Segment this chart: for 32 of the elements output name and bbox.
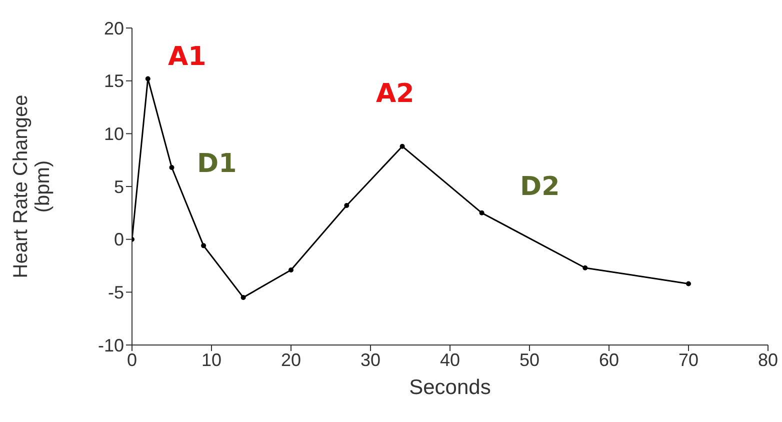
x-tick-label: 30 xyxy=(360,350,381,370)
point xyxy=(479,210,484,216)
y-tick-label: 20 xyxy=(104,18,124,38)
x-tick-label: 80 xyxy=(758,350,778,370)
annotation: D2 xyxy=(520,172,560,202)
y-tick-label: -10 xyxy=(98,335,124,356)
annotation: A2 xyxy=(376,79,414,109)
point xyxy=(582,265,588,270)
y-tick-label: 0 xyxy=(114,230,124,250)
point xyxy=(201,243,206,248)
x-tick-label: 50 xyxy=(519,350,540,370)
x-axis-title: Seconds xyxy=(409,376,491,399)
point xyxy=(686,281,691,286)
x-tick-label: 0 xyxy=(126,350,138,370)
point xyxy=(145,76,150,82)
y-tick-label: 15 xyxy=(104,71,124,92)
y-tick-label: -5 xyxy=(108,282,124,303)
annotation: D1 xyxy=(197,149,237,179)
x-tick-label: 20 xyxy=(280,350,302,370)
y-tick-label: 5 xyxy=(114,176,124,197)
point xyxy=(288,267,294,272)
point xyxy=(400,144,405,149)
point xyxy=(169,164,174,170)
point xyxy=(344,203,350,208)
y-tick-label: 10 xyxy=(104,124,124,144)
annotation: A1 xyxy=(168,42,206,72)
x-tick-label: 60 xyxy=(598,350,620,370)
point xyxy=(240,294,246,300)
x-tick-label: 70 xyxy=(678,350,699,370)
x-tick-label: 10 xyxy=(201,350,222,370)
y-axis-title: Heart Rate Changee (bpm) xyxy=(10,94,54,278)
x-tick-label: 40 xyxy=(440,350,460,370)
